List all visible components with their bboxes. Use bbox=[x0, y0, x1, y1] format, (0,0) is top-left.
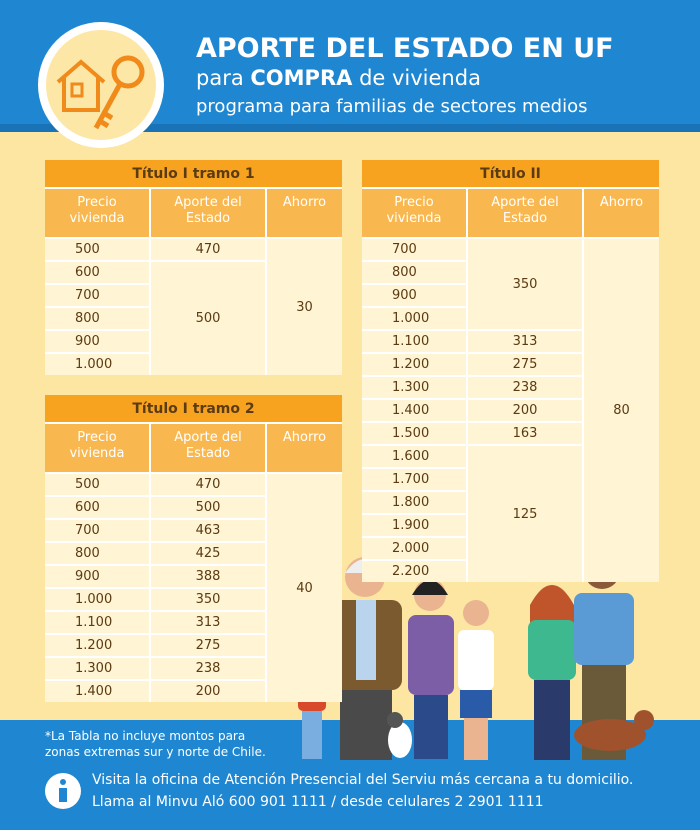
precio-cell: 500 bbox=[45, 239, 149, 260]
precio-cell: 500 bbox=[45, 474, 149, 495]
precio-cell: 700 bbox=[362, 239, 466, 260]
precio-cell: 1.700 bbox=[362, 469, 466, 490]
aporte-cell: 470 bbox=[151, 239, 265, 260]
aporte-cell: 163 bbox=[468, 423, 582, 444]
precio-cell: 1.200 bbox=[362, 354, 466, 375]
column-header: Ahorro bbox=[267, 189, 342, 237]
precio-cell: 900 bbox=[45, 566, 149, 587]
banner-stripe bbox=[0, 124, 700, 132]
table-grid: Precio vivienda Aporte del Estado Ahorro 70… bbox=[362, 189, 659, 582]
precio-cell: 1.000 bbox=[45, 354, 149, 375]
column-header: Aporte del Estado bbox=[468, 189, 582, 237]
column-header: Precio vivienda bbox=[45, 424, 149, 472]
column-header: Precio vivienda bbox=[362, 189, 466, 237]
precio-cell: 1.400 bbox=[45, 681, 149, 702]
precio-cell: 1.900 bbox=[362, 515, 466, 536]
precio-cell: 1.000 bbox=[362, 308, 466, 329]
aporte-cell: 350 bbox=[468, 239, 582, 329]
aporte-cell: 125 bbox=[468, 446, 582, 582]
column-header: Ahorro bbox=[584, 189, 659, 237]
precio-cell: 1.500 bbox=[362, 423, 466, 444]
aporte-cell: 500 bbox=[151, 497, 265, 518]
precio-cell: 800 bbox=[362, 262, 466, 283]
subtitle-post: de vivienda bbox=[359, 66, 481, 90]
aporte-cell: 425 bbox=[151, 543, 265, 564]
aporte-cell: 350 bbox=[151, 589, 265, 610]
table: Título II Precio vivienda Aporte del Estad… bbox=[362, 160, 659, 582]
subtitle: para COMPRA de vivienda bbox=[196, 66, 481, 90]
precio-cell: 2.000 bbox=[362, 538, 466, 559]
precio-cell: 2.200 bbox=[362, 561, 466, 582]
precio-cell: 700 bbox=[45, 520, 149, 541]
column-header: Precio vivienda bbox=[45, 189, 149, 237]
precio-cell: 1.200 bbox=[45, 635, 149, 656]
aporte-cell: 275 bbox=[468, 354, 582, 375]
precio-cell: 1.300 bbox=[362, 377, 466, 398]
aporte-cell: 238 bbox=[468, 377, 582, 398]
precio-cell: 1.300 bbox=[45, 658, 149, 679]
info-line: Visita la oficina de Atención Presencial… bbox=[92, 772, 634, 788]
table: Título I tramo 1 Precio vivienda Aporte de… bbox=[45, 160, 342, 375]
precio-cell: 600 bbox=[45, 262, 149, 283]
aporte-cell: 463 bbox=[151, 520, 265, 541]
aporte-cell: 313 bbox=[151, 612, 265, 633]
aporte-cell: 200 bbox=[468, 400, 582, 421]
aporte-cell: 470 bbox=[151, 474, 265, 495]
precio-cell: 600 bbox=[45, 497, 149, 518]
precio-cell: 900 bbox=[362, 285, 466, 306]
precio-cell: 1.000 bbox=[45, 589, 149, 610]
precio-cell: 1.400 bbox=[362, 400, 466, 421]
precio-cell: 800 bbox=[45, 543, 149, 564]
info-icon bbox=[45, 773, 81, 809]
aporte-cell: 388 bbox=[151, 566, 265, 587]
aporte-cell: 500 bbox=[151, 262, 265, 375]
column-header: Aporte del Estado bbox=[151, 189, 265, 237]
ahorro-cell: 30 bbox=[267, 239, 342, 375]
precio-cell: 800 bbox=[45, 308, 149, 329]
precio-cell: 1.600 bbox=[362, 446, 466, 467]
table-title: Título I tramo 1 bbox=[45, 160, 342, 189]
info-line: Llama al Minvu Aló 600 901 1111 / desde … bbox=[92, 794, 544, 810]
precio-cell: 900 bbox=[45, 331, 149, 352]
precio-cell: 1.800 bbox=[362, 492, 466, 513]
table-title: Título II bbox=[362, 160, 659, 189]
subtitle-pre: para bbox=[196, 66, 244, 90]
ahorro-cell: 80 bbox=[584, 239, 659, 582]
subtitle-bold: COMPRA bbox=[250, 66, 353, 90]
note: *La Tabla no incluye montos para zonas e… bbox=[45, 729, 266, 759]
aporte-cell: 275 bbox=[151, 635, 265, 656]
table-title: Título I tramo 2 bbox=[45, 395, 342, 424]
logo bbox=[38, 22, 164, 148]
column-header: Aporte del Estado bbox=[151, 424, 265, 472]
ahorro-cell: 40 bbox=[267, 474, 342, 702]
aporte-cell: 200 bbox=[151, 681, 265, 702]
precio-cell: 1.100 bbox=[45, 612, 149, 633]
aporte-cell: 313 bbox=[468, 331, 582, 352]
precio-cell: 700 bbox=[45, 285, 149, 306]
aporte-cell: 238 bbox=[151, 658, 265, 679]
precio-cell: 1.100 bbox=[362, 331, 466, 352]
title: APORTE DEL ESTADO EN UF bbox=[196, 33, 614, 64]
table: Título I tramo 2 Precio vivienda Aporte de… bbox=[45, 395, 342, 702]
tagline: programa para familias de sectores medio… bbox=[196, 96, 588, 117]
column-header: Ahorro bbox=[267, 424, 342, 472]
table-grid: Precio vivienda Aporte del Estado Ahorro 50… bbox=[45, 424, 342, 702]
table-grid: Precio vivienda Aporte del Estado Ahorro 50… bbox=[45, 189, 342, 375]
